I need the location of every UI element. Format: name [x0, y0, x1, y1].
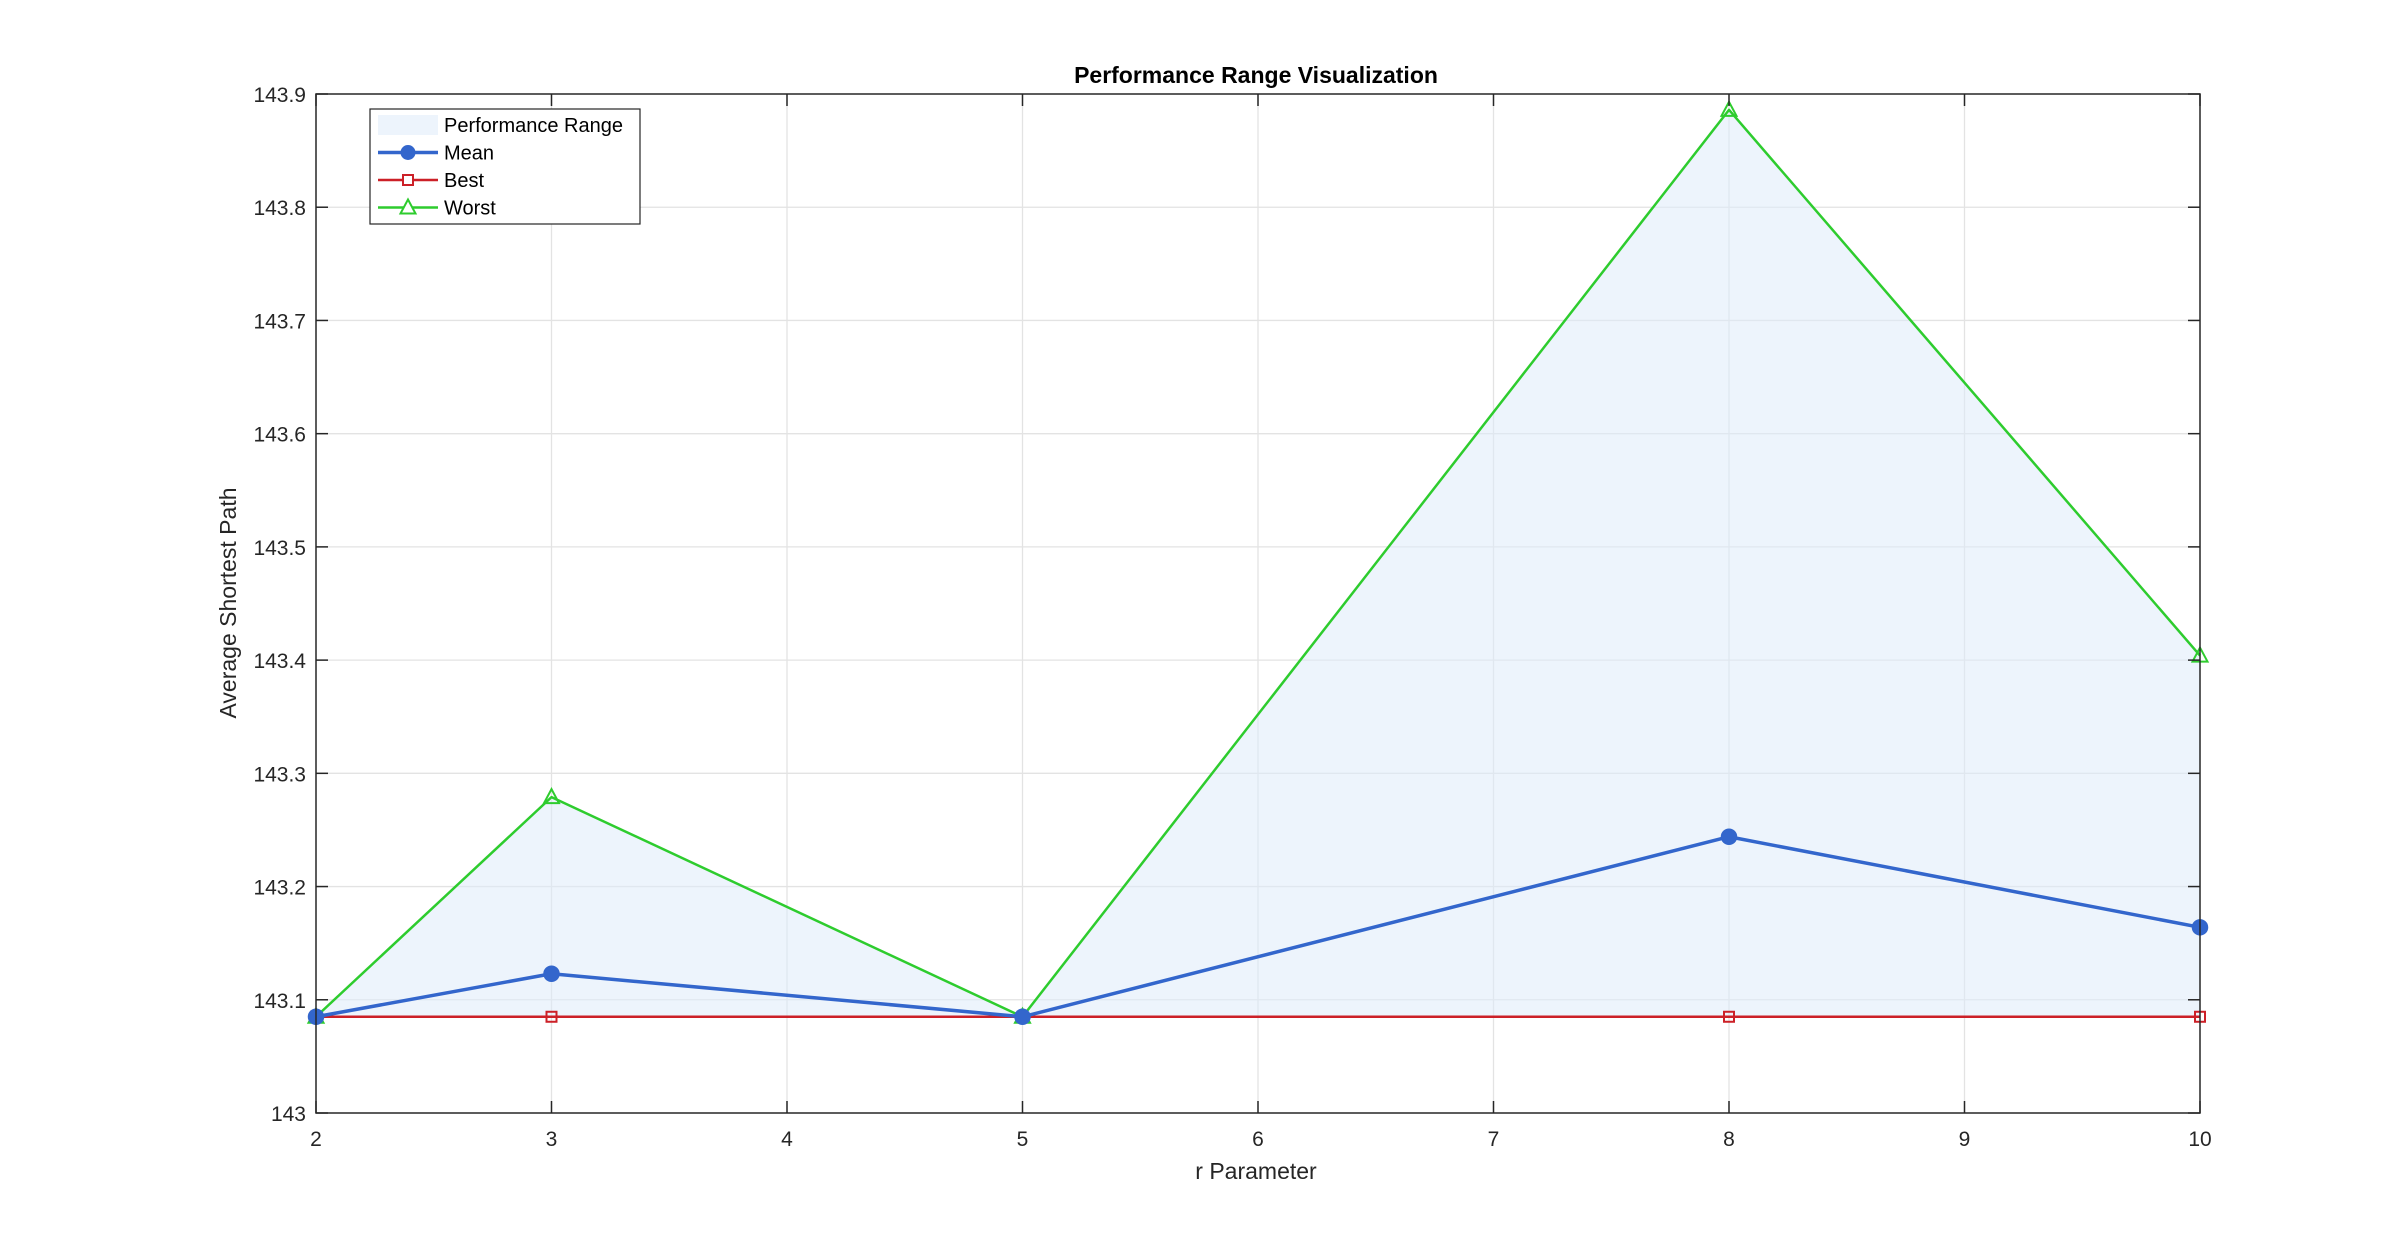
point-worst-8 — [1719, 99, 1739, 117]
y-axis-label: Average Shortest Path — [215, 488, 241, 719]
x-tick-label-8: 8 — [1723, 1128, 1735, 1151]
legend-entry-performance-range: Performance Range — [378, 115, 623, 137]
x-tick-label-9: 9 — [1959, 1128, 1971, 1151]
legend-label: Performance Range — [444, 115, 623, 137]
y-tick-label-7: 143.7 — [253, 310, 306, 333]
tick-labels: 2 3 4 5 6 7 8 9 10 143 143.1 143.2 143.3 143.4 143.5 14… — [253, 84, 2211, 1151]
legend-entry-best: Best — [378, 170, 484, 192]
x-tick-label-10: 10 — [2188, 1128, 2211, 1151]
x-tick-label-2: 2 — [310, 1128, 322, 1151]
legend-label: Mean — [444, 143, 494, 165]
y-tick-label-8: 143.8 — [253, 197, 306, 220]
legend-marker-circle — [400, 145, 416, 160]
legend-marker-square — [402, 174, 414, 186]
point-best-3 — [545, 1010, 558, 1023]
point-mean-8 — [1720, 828, 1738, 845]
legend-entry-worst: Worst — [378, 197, 496, 220]
axes-frame — [315, 93, 2201, 1114]
point-best-8 — [1723, 1010, 1735, 1023]
point-mean-5 — [1014, 1008, 1031, 1026]
y-tick-label-6: 143.6 — [253, 424, 306, 447]
y-tick-label-1: 143.1 — [253, 990, 306, 1013]
y-tick-label-0: 143 — [271, 1103, 306, 1126]
legend: Performance Range Mean Best Worst — [369, 108, 641, 225]
legend-entry-mean: Mean — [378, 143, 494, 165]
y-tick-label-9: 143.9 — [253, 84, 306, 107]
y-tick-label-4: 143.4 — [253, 650, 306, 673]
point-worst-3 — [542, 786, 561, 805]
point-mean-3 — [543, 965, 560, 982]
x-tick-label-5: 5 — [1017, 1128, 1029, 1151]
legend-marker-triangle — [398, 197, 418, 215]
x-tick-label-7: 7 — [1488, 1128, 1500, 1151]
x-tick-label-4: 4 — [781, 1128, 793, 1151]
y-tick-label-5: 143.5 — [253, 537, 306, 560]
x-tick-label-6: 6 — [1252, 1128, 1264, 1151]
range-fill-area — [316, 109, 2200, 1017]
x-tick-label-3: 3 — [546, 1128, 558, 1151]
y-tick-label-2: 143.2 — [253, 877, 306, 900]
y-tick-label-3: 143.3 — [253, 763, 306, 786]
range-fill-layer — [316, 109, 2200, 1017]
x-axis-label: r Parameter — [1195, 1158, 1317, 1184]
legend-swatch-fill — [378, 115, 438, 135]
legend-label: Best — [444, 170, 484, 192]
chart-title: Performance Range Visualization — [1074, 62, 1438, 88]
legend-label: Worst — [444, 198, 496, 220]
